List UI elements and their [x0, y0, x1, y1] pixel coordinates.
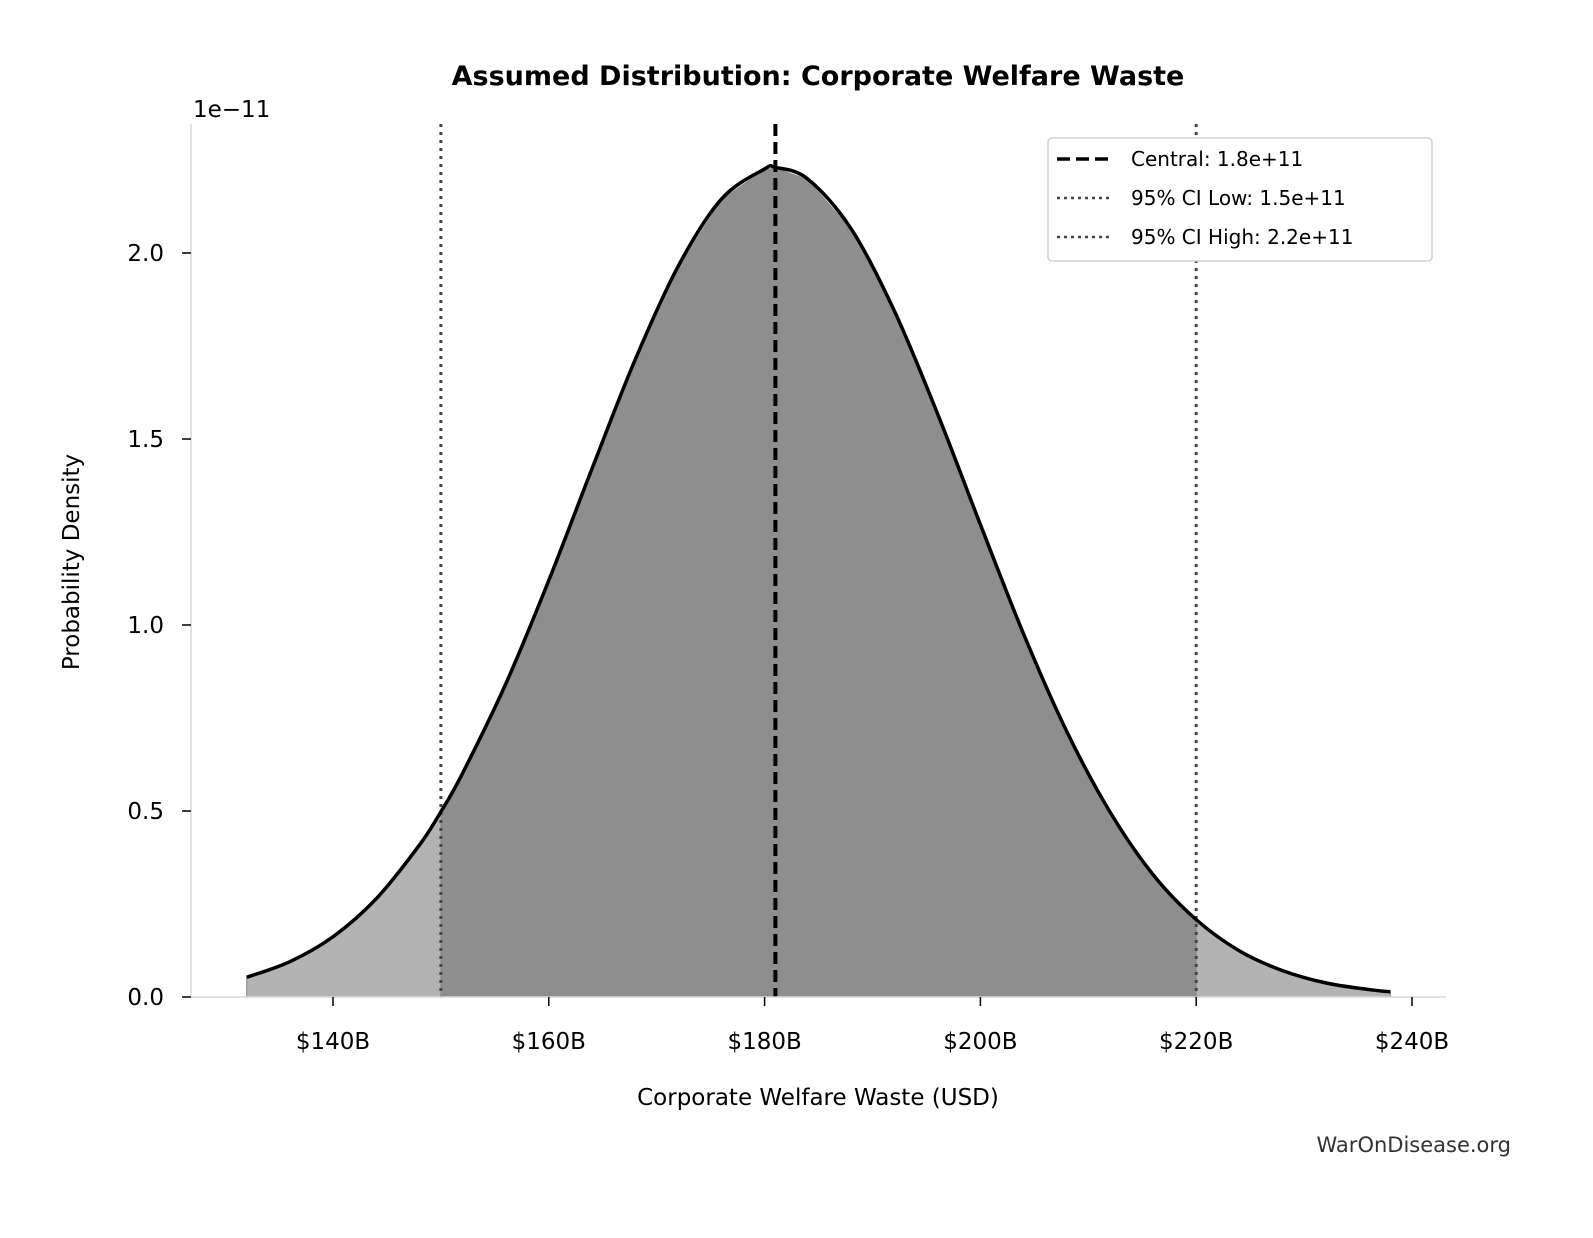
legend-label-1: 95% CI Low: 1.5e+11	[1131, 186, 1346, 210]
right-tail-fill	[1195, 918, 1391, 998]
fill-group	[246, 167, 1391, 998]
ci-region-fill	[440, 167, 1197, 997]
x-tick-label: $220B	[1159, 1029, 1233, 1055]
density-curve	[246, 163, 1391, 994]
x-tick-label: $180B	[727, 1029, 801, 1055]
x-tick-label: $160B	[512, 1029, 586, 1055]
x-axis-label: Corporate Welfare Waste (USD)	[637, 1085, 999, 1111]
legend-box	[1047, 137, 1433, 262]
y-ticks: 0.0 0.5 1.0 1.5 2.0	[127, 241, 191, 1011]
y-tick-label: 1.0	[127, 613, 164, 639]
y-tick-label: 2.0	[127, 241, 164, 267]
y-tick-label: 0.0	[127, 985, 164, 1011]
x-tick-label: $140B	[296, 1029, 370, 1055]
legend-label-2: 95% CI High: 2.2e+11	[1131, 225, 1353, 249]
y-tick-label: 1.5	[127, 427, 164, 453]
y-axis-label: Probability Density	[59, 454, 85, 670]
x-tick-label: $240B	[1375, 1029, 1449, 1055]
y-tick-label: 0.5	[127, 799, 164, 825]
legend: Central: 1.8e+11 95% CI Low: 1.5e+11 95% C…	[1047, 137, 1433, 262]
legend-label-0: Central: 1.8e+11	[1131, 147, 1303, 171]
x-tick-label: $200B	[943, 1029, 1017, 1055]
y-offset-label: 1e−11	[193, 97, 270, 123]
chart-title: Assumed Distribution: Corporate Welfare …	[452, 61, 1185, 92]
x-ticks: $140B $160B $180B $200B $220B $240B	[296, 997, 1449, 1055]
watermark: WarOnDisease.org	[1317, 1133, 1511, 1157]
reference-lines	[439, 124, 1198, 997]
